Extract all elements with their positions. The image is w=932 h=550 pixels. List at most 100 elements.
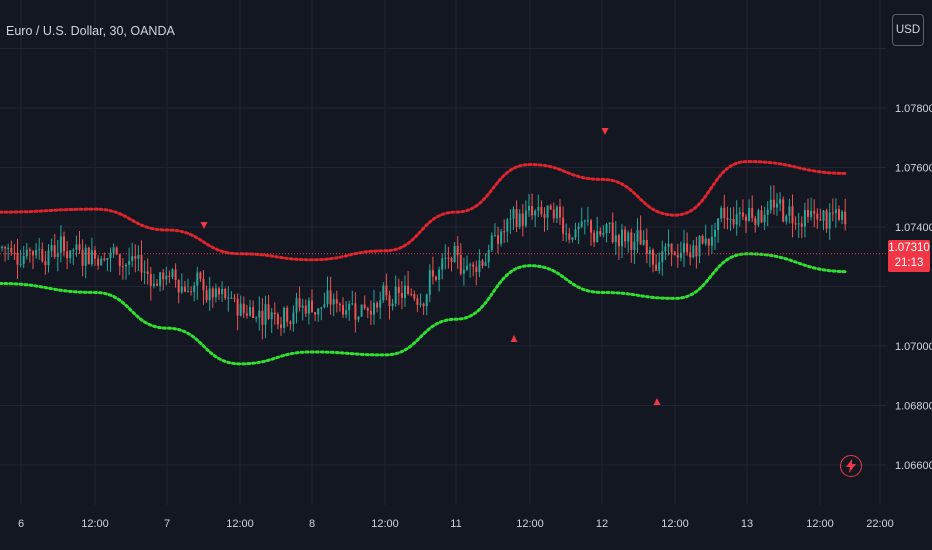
- candle-body: [766, 209, 769, 215]
- candle-body: [639, 230, 642, 245]
- candlestick-series: [1, 185, 847, 340]
- candle-body: [599, 231, 602, 235]
- candle-body: [16, 252, 19, 265]
- candle-body: [94, 250, 96, 259]
- time-tick-label: 12:00: [806, 518, 834, 530]
- candle-body: [360, 304, 363, 317]
- candle-body: [444, 257, 447, 259]
- candle-body: [797, 223, 800, 225]
- candle-body: [602, 233, 605, 235]
- candle-body: [791, 206, 794, 224]
- candle-body: [466, 265, 468, 270]
- candle-body: [84, 247, 87, 266]
- candle-body: [655, 264, 658, 271]
- candle-body: [531, 206, 534, 216]
- candle-body: [137, 254, 140, 259]
- candle-body: [450, 258, 453, 262]
- candle-body: [249, 307, 251, 316]
- candle-body: [537, 206, 540, 211]
- candle-body: [549, 205, 552, 210]
- candle-body: [369, 310, 372, 315]
- candle-body: [676, 255, 679, 258]
- candle-body: [506, 219, 509, 232]
- time-tick-label: 12:00: [371, 518, 399, 530]
- candle-body: [196, 272, 199, 286]
- candle-body: [838, 209, 840, 220]
- time-axis[interactable]: 6 12:00 7 12:00 8 12:00 11 12:00 12 12:00 13 12:00 2…: [18, 518, 894, 530]
- candle-body: [518, 213, 521, 227]
- candle-body: [298, 298, 301, 308]
- candle-body: [283, 307, 286, 328]
- candle-body: [276, 314, 279, 325]
- candle-body: [183, 286, 186, 292]
- candle-body: [323, 304, 326, 308]
- candle-body: [658, 262, 661, 271]
- candle-body: [342, 305, 344, 315]
- candle-body: [363, 304, 366, 309]
- sell-signal-marker: [200, 222, 208, 229]
- candle-body: [841, 211, 844, 220]
- candle-body: [493, 235, 496, 237]
- candle-body: [453, 246, 456, 262]
- signal-markers: [200, 128, 661, 405]
- candle-body: [25, 249, 28, 257]
- time-tick-label: 12:00: [81, 518, 109, 530]
- candle-body: [760, 210, 763, 223]
- candle-body: [307, 300, 310, 314]
- candle-body: [264, 304, 267, 325]
- candle-body: [255, 317, 258, 319]
- candle-body: [180, 286, 183, 293]
- price-axis[interactable]: 1.07800 1.07600 1.07400 1.07000 1.06800 1.066…: [895, 103, 932, 472]
- candle-body: [552, 209, 555, 219]
- candle-body: [404, 285, 406, 298]
- candle-body: [636, 230, 639, 242]
- candle-body: [562, 217, 565, 234]
- candle-body: [205, 290, 208, 301]
- candle-body: [695, 245, 698, 257]
- candle-body: [134, 256, 137, 259]
- band-series: [0, 160, 850, 366]
- candle-body: [580, 221, 583, 227]
- candle-body: [738, 212, 741, 215]
- candle-body: [683, 243, 685, 253]
- candle-body: [397, 286, 400, 294]
- symbol-title: Euro / U.S. Dollar, 30, OANDA: [6, 24, 175, 38]
- candle-body: [707, 238, 710, 246]
- lightning-icon[interactable]: [840, 455, 862, 477]
- candle-body: [586, 220, 589, 222]
- currency-button[interactable]: USD: [892, 14, 924, 46]
- candle-body: [214, 288, 217, 298]
- candle-body: [435, 276, 437, 280]
- candle-body: [38, 249, 41, 251]
- candle-body: [230, 297, 233, 299]
- candle-body: [286, 307, 289, 322]
- candle-body: [41, 249, 44, 262]
- candle-body: [503, 231, 506, 233]
- candle-body: [78, 244, 81, 250]
- candle-body: [171, 269, 174, 277]
- candle-body: [218, 288, 220, 295]
- time-tick-label: 6: [18, 518, 24, 530]
- candle-body: [394, 286, 397, 304]
- candle-body: [834, 209, 837, 214]
- candle-body: [100, 258, 103, 266]
- candle-body: [289, 321, 292, 325]
- candle-body: [106, 258, 109, 260]
- candle-body: [165, 275, 168, 280]
- price-tick-label: 1.07600: [895, 163, 932, 175]
- candle-body: [447, 257, 450, 259]
- candle-body: [410, 293, 413, 295]
- candle-body: [252, 307, 255, 318]
- candle-body: [258, 310, 261, 318]
- candle-body: [828, 212, 831, 229]
- candle-body: [627, 232, 630, 242]
- candle-body: [528, 206, 530, 211]
- candle-body: [754, 218, 757, 225]
- candle-body: [441, 258, 444, 270]
- candle-body: [648, 250, 651, 254]
- candle-body: [611, 222, 614, 243]
- candle-body: [97, 258, 100, 266]
- candle-body: [143, 271, 146, 273]
- candle-body: [670, 243, 673, 253]
